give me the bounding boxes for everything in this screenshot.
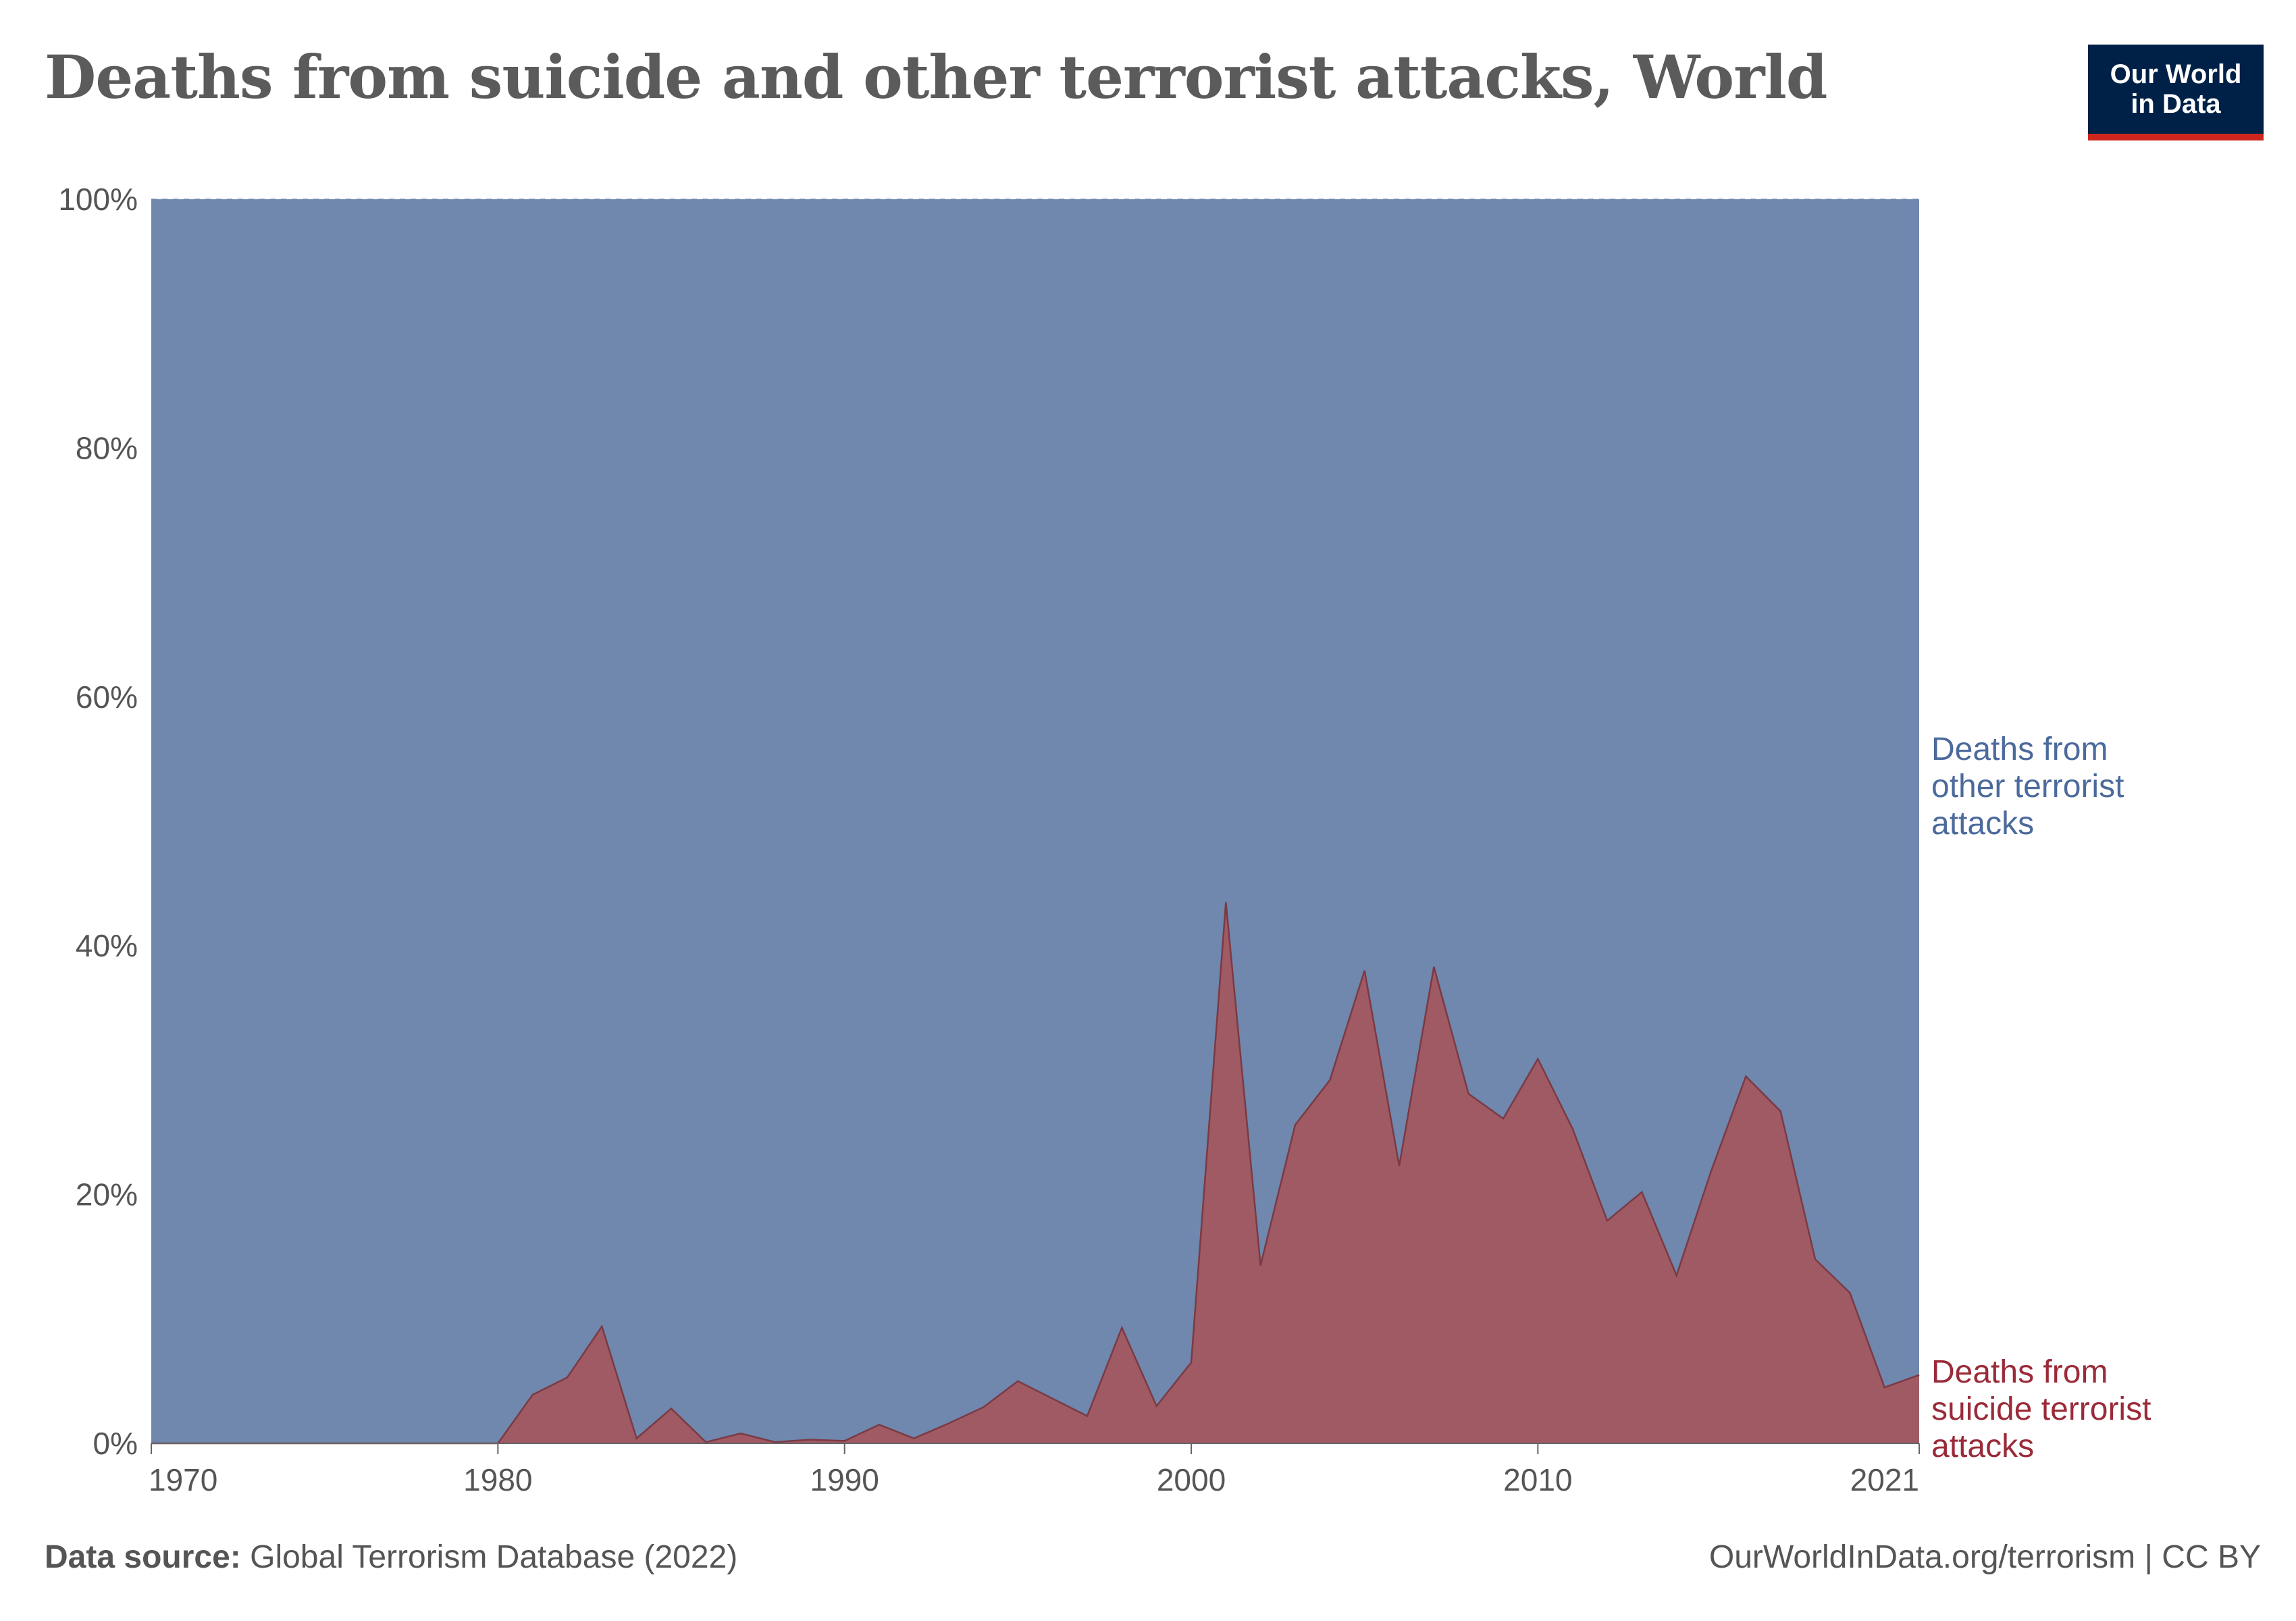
source-url-link[interactable]: OurWorldInData.org/terrorism | CC BY xyxy=(1708,1539,2261,1575)
label-suicide-attacks-line: attacks xyxy=(1931,1429,2034,1464)
y-tick-label: 40% xyxy=(76,928,138,963)
label-suicide-attacks-line: suicide terrorist xyxy=(1931,1391,2151,1427)
area-other-attacks xyxy=(151,199,1919,1443)
label-other-attacks-line: attacks xyxy=(1931,806,2034,842)
label-other-attacks-line: Deaths from xyxy=(1931,731,2108,767)
x-tick-label: 2021 xyxy=(1850,1462,1919,1497)
chart-axes: 0% 20% 40% 60% 80% 100% 1970 1980 1990 2000 2010 20… xyxy=(58,182,1920,1497)
logo-line-2: in Data xyxy=(2131,89,2221,119)
source-text: Global Terrorism Database (2022) xyxy=(250,1539,738,1575)
x-tick-label: 1980 xyxy=(463,1462,532,1497)
x-tick-label: 2000 xyxy=(1157,1462,1226,1497)
data-source: Data source: Global Terrorism Database (… xyxy=(45,1539,737,1576)
x-tick-label: 1970 xyxy=(149,1462,217,1497)
y-tick-label: 80% xyxy=(76,430,138,465)
y-tick-label: 0% xyxy=(93,1426,138,1461)
x-tick-label: 2010 xyxy=(1503,1462,1572,1497)
chart-areas xyxy=(151,199,1920,1445)
area-chart: 0% 20% 40% 60% 80% 100% 1970 1980 1990 2000 2010 20… xyxy=(58,182,2151,1497)
source-label: Data source: xyxy=(45,1539,241,1575)
chart-title: Deaths from suicide and other terrorist … xyxy=(45,42,1827,112)
label-suicide-attacks-line: Deaths from xyxy=(1931,1354,2108,1390)
y-tick-label: 100% xyxy=(58,182,138,217)
owid-logo[interactable]: Our World in Data xyxy=(2088,45,2264,140)
label-other-attacks-line: other terrorist xyxy=(1931,769,2124,804)
logo-line-1: Our World xyxy=(2110,59,2242,89)
x-tick-label: 1990 xyxy=(810,1462,879,1497)
y-tick-label: 20% xyxy=(76,1177,138,1212)
area-suicide-attacks xyxy=(151,902,1919,1443)
y-tick-label: 60% xyxy=(76,679,138,715)
